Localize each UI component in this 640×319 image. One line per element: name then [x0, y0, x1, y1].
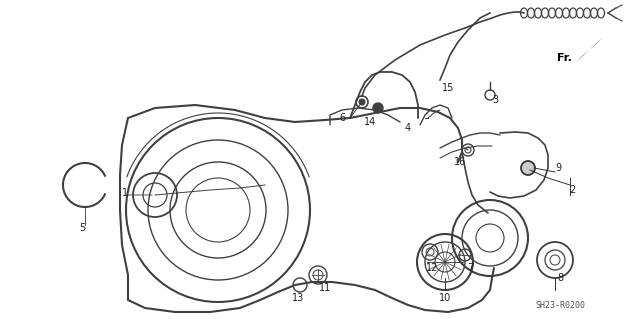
- Circle shape: [521, 161, 535, 175]
- Text: 6: 6: [339, 113, 345, 123]
- Text: 12: 12: [426, 263, 438, 273]
- Text: SH23-R0200: SH23-R0200: [535, 300, 585, 309]
- Text: 1: 1: [122, 188, 128, 198]
- Circle shape: [373, 103, 383, 113]
- Circle shape: [359, 99, 365, 105]
- Text: 3: 3: [492, 95, 498, 105]
- Text: Fr.: Fr.: [557, 53, 572, 63]
- Text: 4: 4: [405, 123, 411, 133]
- Polygon shape: [576, 38, 602, 62]
- Text: 16: 16: [454, 157, 466, 167]
- Text: 13: 13: [292, 293, 304, 303]
- Text: 2: 2: [569, 185, 575, 195]
- Text: 5: 5: [79, 223, 85, 233]
- Text: 10: 10: [439, 293, 451, 303]
- Text: 7: 7: [467, 263, 473, 273]
- Text: 14: 14: [364, 117, 376, 127]
- Text: 8: 8: [557, 273, 563, 283]
- Text: 11: 11: [319, 283, 331, 293]
- Text: 15: 15: [442, 83, 454, 93]
- Text: 9: 9: [555, 163, 561, 173]
